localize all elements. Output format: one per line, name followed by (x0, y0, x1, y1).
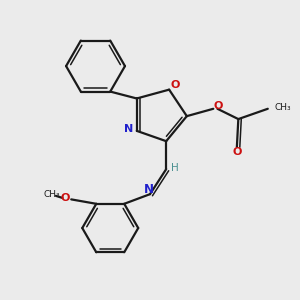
Text: O: O (232, 147, 242, 158)
Text: O: O (60, 193, 69, 203)
Text: N: N (124, 124, 133, 134)
Text: CH₃: CH₃ (44, 190, 60, 200)
Text: O: O (170, 80, 180, 90)
Text: O: O (213, 101, 222, 111)
Text: N: N (143, 183, 154, 196)
Text: H: H (171, 163, 179, 173)
Text: CH₃: CH₃ (274, 103, 291, 112)
